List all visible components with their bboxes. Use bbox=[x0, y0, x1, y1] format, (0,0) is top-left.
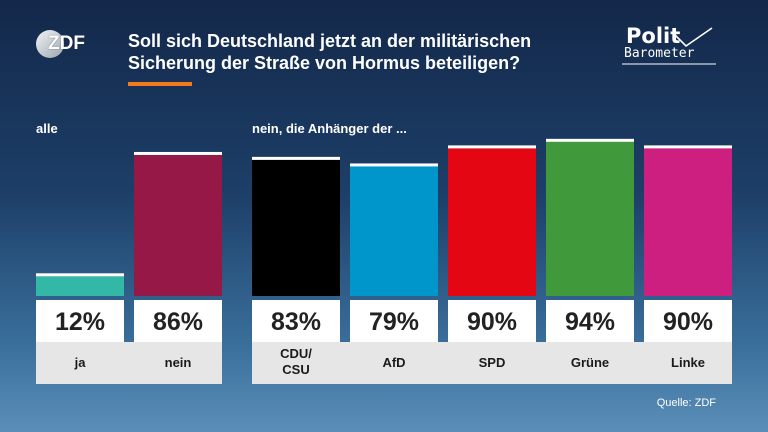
title-accent-line bbox=[128, 82, 192, 86]
value-label-box bbox=[350, 300, 438, 342]
category-strip-left bbox=[36, 342, 222, 384]
value-label: 90% bbox=[663, 308, 713, 336]
bar bbox=[134, 154, 222, 296]
category-label: Linke bbox=[671, 355, 705, 370]
value-label-box bbox=[252, 300, 340, 342]
value-label-box bbox=[134, 300, 222, 342]
bar-top-line bbox=[546, 138, 634, 142]
category-label: AfD bbox=[382, 355, 405, 370]
zdf-logo: ZDF bbox=[36, 30, 92, 58]
bar-top-line bbox=[134, 151, 222, 155]
value-label: 90% bbox=[467, 308, 517, 336]
bar bbox=[448, 148, 536, 296]
value-label: 86% bbox=[153, 308, 203, 336]
value-label: 83% bbox=[271, 308, 321, 336]
category-label: CDU/ bbox=[280, 346, 312, 361]
category-label: CSU bbox=[282, 362, 309, 377]
category-strip-right bbox=[252, 342, 732, 384]
bar-top-line bbox=[350, 163, 438, 167]
value-label-box bbox=[644, 300, 732, 342]
value-label-box bbox=[448, 300, 536, 342]
category-label: Grüne bbox=[571, 355, 609, 370]
politbarometer-swoosh-icon bbox=[622, 27, 716, 65]
bar bbox=[644, 148, 732, 296]
zdf-logo-text: ZDF bbox=[48, 33, 85, 54]
chart-title: Soll sich Deutschland jetzt an der milit… bbox=[128, 30, 568, 74]
source-note: Quelle: ZDF bbox=[656, 397, 716, 409]
chart-title-line-2: Sicherung der Straße von Hormus beteilig… bbox=[128, 53, 521, 73]
bar bbox=[252, 159, 340, 296]
category-label: nein bbox=[165, 355, 192, 370]
bar-top-line bbox=[252, 156, 340, 160]
politbarometer-logo-line-2: Barometer bbox=[624, 46, 695, 61]
politbarometer-logo-line-1: Polit bbox=[626, 24, 681, 48]
bar bbox=[350, 166, 438, 296]
bar-top-line bbox=[36, 273, 124, 277]
group-label-all: alle bbox=[36, 121, 58, 136]
bar bbox=[546, 141, 634, 296]
bar-top-line bbox=[644, 145, 732, 149]
value-label: 79% bbox=[369, 308, 419, 336]
value-label: 12% bbox=[55, 308, 105, 336]
bar-top-line bbox=[448, 145, 536, 149]
category-label: ja bbox=[74, 355, 87, 370]
value-label-box bbox=[546, 300, 634, 342]
zdf-logo-circle bbox=[36, 30, 64, 58]
group-label-supporters: nein, die Anhänger der ... bbox=[252, 121, 407, 136]
value-label-box bbox=[36, 300, 124, 342]
category-label: SPD bbox=[479, 355, 506, 370]
value-label: 94% bbox=[565, 308, 615, 336]
bar bbox=[36, 276, 124, 296]
chart-title-line-1: Soll sich Deutschland jetzt an der milit… bbox=[128, 31, 532, 51]
politbarometer-logo: Polit Barometer bbox=[612, 24, 722, 72]
